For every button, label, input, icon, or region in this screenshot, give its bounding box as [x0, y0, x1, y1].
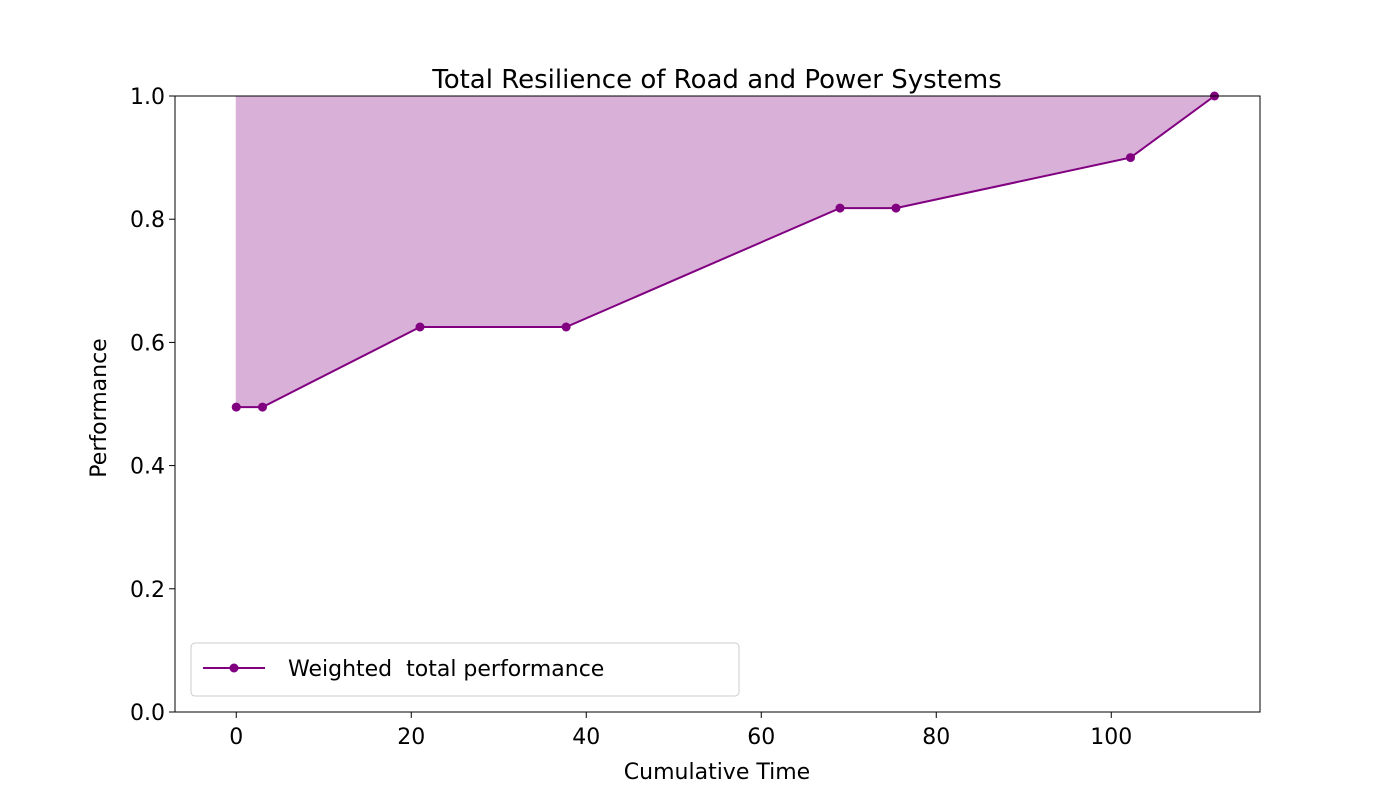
- series-line: [236, 95, 1216, 409]
- y-tick-label: 0.4: [130, 455, 165, 480]
- y-axis-ticks: 0.0 0.2 0.4 0.6 0.8 1.0: [130, 85, 175, 726]
- legend-marker-swatch: [229, 663, 239, 673]
- x-axis-label: Cumulative Time: [624, 760, 810, 785]
- y-tick-label: 0.6: [130, 331, 165, 356]
- series-line-layer: [236, 95, 1216, 409]
- data-point: [258, 402, 267, 412]
- x-tick-label: 0: [229, 725, 243, 750]
- legend-box: [190, 642, 740, 697]
- y-tick-label: 0.8: [130, 208, 165, 233]
- data-point: [231, 402, 241, 412]
- y-axis-label: Performance: [87, 338, 112, 477]
- y-tick-label: 0.2: [130, 578, 165, 603]
- legend: Weighted total performance: [190, 642, 740, 697]
- y-tick-label: 1.0: [130, 85, 165, 110]
- fill-area: [235, 95, 1217, 408]
- x-tick-label: 80: [922, 725, 950, 750]
- data-point: [415, 322, 425, 332]
- x-tick-label: 20: [397, 725, 425, 750]
- legend-label: Weighted total performance: [288, 657, 604, 682]
- x-tick-label: 100: [1090, 725, 1132, 750]
- data-point: [1126, 153, 1135, 163]
- x-tick-label: 40: [572, 725, 600, 750]
- y-tick-label: 0.0: [130, 701, 165, 726]
- x-tick-label: 60: [747, 725, 775, 750]
- x-axis-ticks: 0 20 40 60 80 100: [229, 712, 1132, 750]
- plot-frame: [174, 95, 1261, 713]
- data-point: [561, 322, 571, 332]
- chart-title: Total Resilience of Road and Power Syste…: [431, 65, 1002, 95]
- data-point: [835, 203, 845, 213]
- fill-layer: [235, 95, 1217, 408]
- data-point: [891, 203, 901, 213]
